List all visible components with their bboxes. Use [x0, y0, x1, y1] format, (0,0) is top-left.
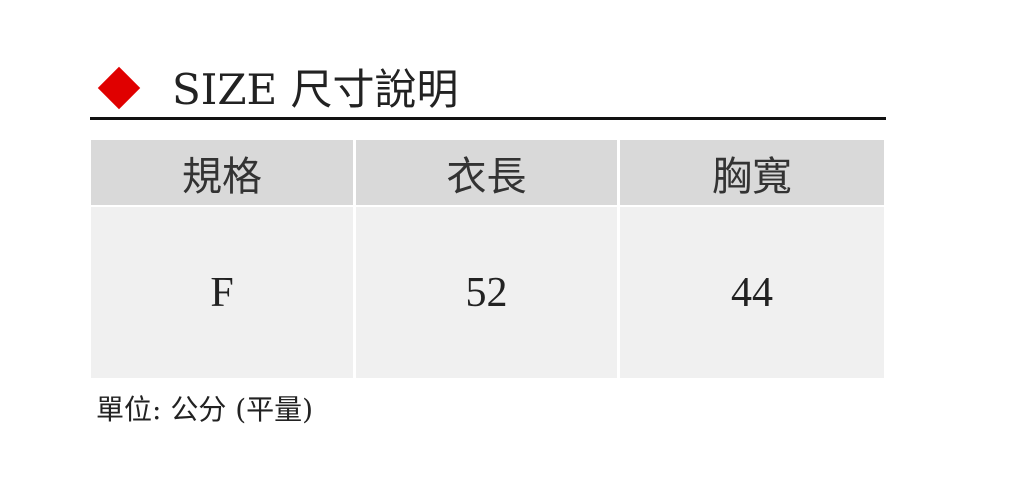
red-diamond-icon — [97, 66, 141, 110]
section-title: SIZE 尺寸說明 — [172, 65, 459, 114]
title-underline — [90, 117, 886, 120]
cell-chest-width: 44 — [620, 207, 884, 378]
header-chest-width: 胸寬 — [620, 140, 884, 205]
header-size: 規格 — [91, 140, 353, 205]
cell-length: 52 — [356, 207, 617, 378]
unit-note: 單位: 公分 (平量) — [96, 393, 314, 426]
header-length: 衣長 — [356, 140, 617, 205]
cell-size: F — [91, 207, 353, 378]
